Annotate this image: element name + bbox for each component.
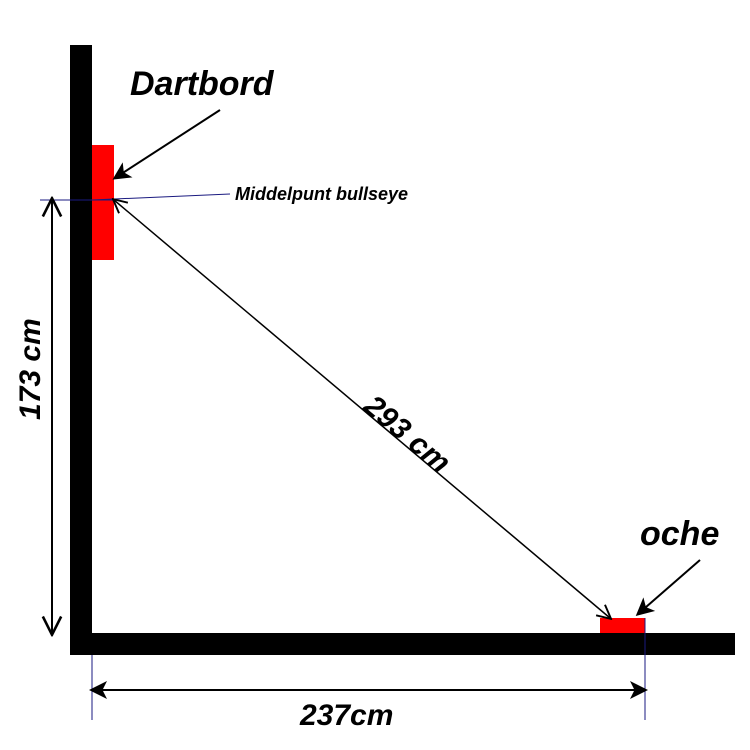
- oche-pointer: [638, 560, 700, 614]
- dartboard-rect: [92, 145, 114, 260]
- oche-label: oche: [640, 515, 719, 553]
- horizontal-label: 237cm: [299, 699, 393, 732]
- diagonal-label: 293 cm: [357, 388, 457, 479]
- wall: [70, 45, 92, 655]
- height-label: 173 cm: [14, 318, 47, 420]
- bullseye-label: Middelpunt bullseye: [235, 184, 408, 204]
- dartboard-pointer: [115, 110, 220, 178]
- oche-rect: [600, 618, 645, 633]
- floor: [70, 633, 735, 655]
- dartboard-setup-diagram: Dartbord Middelpunt bullseye oche 173 cm…: [0, 0, 750, 750]
- dartboard-label: Dartbord: [130, 65, 275, 103]
